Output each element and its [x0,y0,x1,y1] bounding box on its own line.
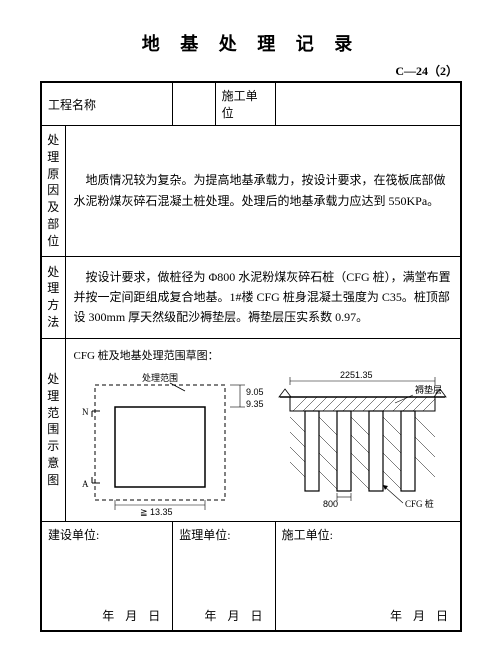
form-table: 工程名称 施工单位 处理原因及部位 处理原因及部位 地质情况较为复杂。为提高地基… [40,81,462,632]
contractor-sig-label: 施工单位: [282,528,333,542]
dim-bottom: ≧ 13.35 [140,507,173,517]
supervisor-label: 监理单位: [179,528,230,542]
supervisor-date: 年 月 日 [205,607,267,624]
project-label: 工程名称 [41,82,173,126]
cushion-label: 褥垫层 [415,384,442,395]
contractor-label: 施工单位 [215,82,275,126]
form-code: C—24（2） [40,62,462,79]
owner-label: 建设单位: [48,528,99,542]
contractor-value [275,82,461,126]
sketch-svg: 处理范围 N A 9.05 9.35 [70,367,450,517]
supervisor-cell: 监理单位: 年 月 日 [173,521,275,631]
owner-cell: 建设单位: 年 月 日 [41,521,173,631]
mark-a: A [82,479,89,489]
mark-n: N [82,407,89,417]
method-label: 处理方法 [41,256,65,338]
sketch-title: CFG 桩及地基处理范围草图： [74,347,457,363]
pile-label: CFG 桩 [405,498,434,509]
pile-dia: 800 [323,499,338,509]
project-value [173,82,215,126]
section-width: 2251.35 [340,370,373,380]
plan-label: 处理范围 [142,372,178,383]
sketch-cell: CFG 桩及地基处理范围草图： 处理范围 N A [65,338,461,521]
method-text: 按设计要求，做桩径为 Φ800 水泥粉煤灰碎石桩（CFG 桩），满堂布置并按一定… [65,256,461,338]
header-row: 工程名称 施工单位 [41,82,461,126]
page-title: 地 基 处 理 记 录 [40,30,462,56]
sketch-label: 处理范围示意图 [41,338,65,521]
dim-top: 9.05 [246,387,264,397]
signature-row: 建设单位: 年 月 日 监理单位: 年 月 日 施工单位: 年 月 日 [41,521,461,631]
method-row: 处理方法 按设计要求，做桩径为 Φ800 水泥粉煤灰碎石桩（CFG 桩），满堂布… [41,256,461,338]
reason-row: 处理原因及部位 处理原因及部位 地质情况较为复杂。为提高地基承载力，按设计要求，… [41,126,461,257]
reason-text: 地质情况较为复杂。为提高地基承载力，按设计要求，在筏板底部做水泥粉煤灰碎石混凝土… [65,126,461,257]
section-view: 2251.35 [279,370,446,509]
dim-top2: 9.35 [246,399,264,409]
sketch-row: 处理范围示意图 CFG 桩及地基处理范围草图： 处理范围 N [41,338,461,521]
contractor-sig-cell: 施工单位: 年 月 日 [275,521,461,631]
reason-label: 处理原因及部位 处理原因及部位 [41,126,65,257]
owner-date: 年 月 日 [102,607,164,624]
plan-view: 处理范围 N A 9.05 9.35 [82,372,264,517]
contractor-date: 年 月 日 [390,607,452,624]
